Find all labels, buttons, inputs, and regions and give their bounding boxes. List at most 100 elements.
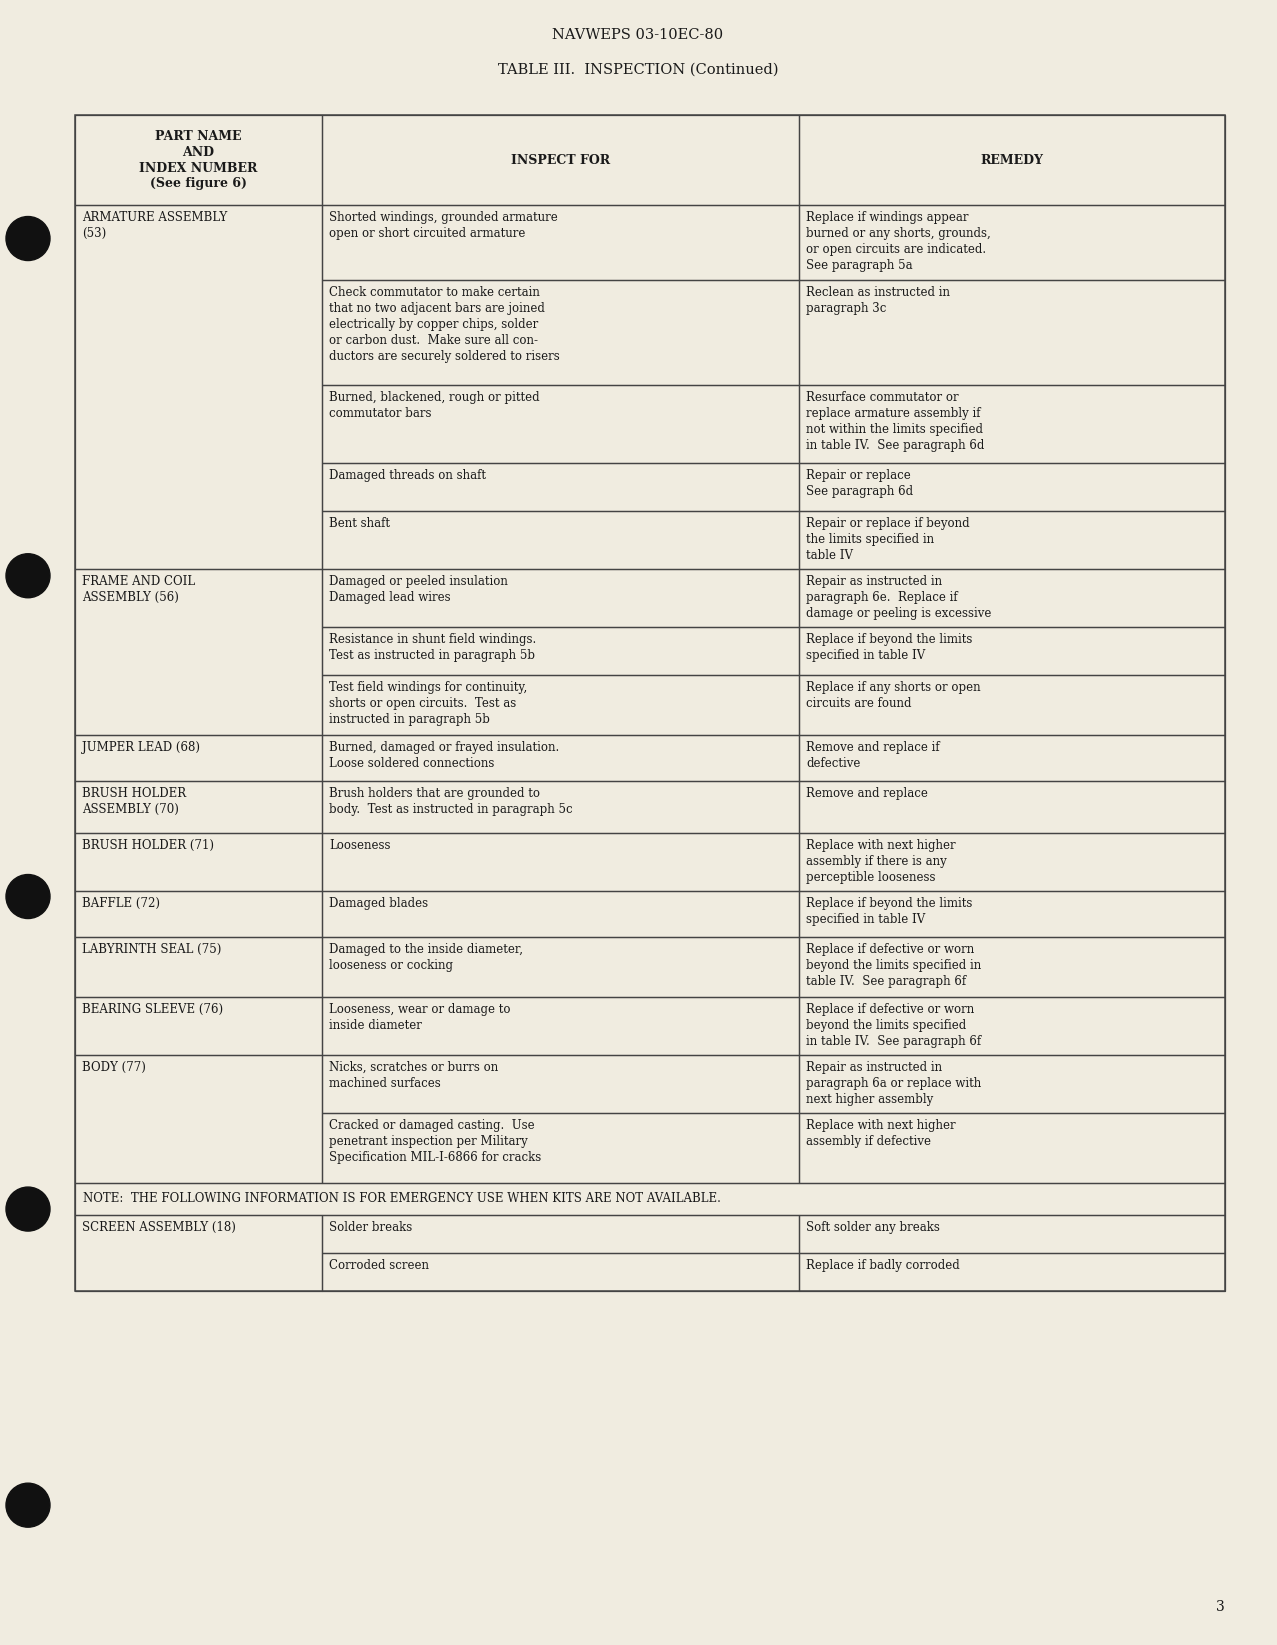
Bar	[75, 892, 322, 938]
Text: Nicks, scratches or burrs on
machined surfaces: Nicks, scratches or burrs on machined su…	[329, 1061, 498, 1091]
Bar	[799, 462, 1225, 512]
Text: BAFFLE (72): BAFFLE (72)	[82, 897, 160, 910]
Bar	[75, 997, 322, 1054]
Bar	[799, 781, 1225, 832]
Text: Damaged threads on shaft: Damaged threads on shaft	[329, 469, 487, 482]
Bar	[799, 280, 1225, 385]
Text: Repair as instructed in
paragraph 6a or replace with
next higher assembly: Repair as instructed in paragraph 6a or …	[806, 1061, 981, 1105]
Bar	[322, 997, 799, 1054]
Bar	[75, 1054, 322, 1183]
Bar	[322, 1253, 799, 1291]
Bar	[322, 462, 799, 512]
Bar	[75, 569, 322, 735]
Bar	[322, 938, 799, 997]
Bar	[75, 781, 322, 832]
Text: Replace if any shorts or open
circuits are found: Replace if any shorts or open circuits a…	[806, 681, 981, 711]
Bar	[799, 938, 1225, 997]
Text: Replace if defective or worn
beyond the limits specified
in table IV.  See parag: Replace if defective or worn beyond the …	[806, 1003, 981, 1048]
Bar	[799, 1253, 1225, 1291]
Text: Resistance in shunt field windings.
Test as instructed in paragraph 5b: Resistance in shunt field windings. Test…	[329, 633, 536, 661]
Text: INSPECT FOR: INSPECT FOR	[511, 153, 610, 166]
Text: Solder breaks: Solder breaks	[329, 1221, 412, 1234]
Bar	[75, 1216, 322, 1291]
Text: REMEDY: REMEDY	[981, 153, 1043, 166]
Text: BEARING SLEEVE (76): BEARING SLEEVE (76)	[82, 1003, 223, 1017]
Bar	[75, 1183, 1225, 1216]
Bar	[322, 832, 799, 892]
Bar	[799, 569, 1225, 627]
Text: NAVWEPS 03-10EC-80: NAVWEPS 03-10EC-80	[553, 28, 724, 43]
Text: Repair or replace if beyond
the limits specified in
table IV: Repair or replace if beyond the limits s…	[806, 517, 969, 563]
Bar	[75, 206, 322, 569]
Text: Damaged or peeled insulation
Damaged lead wires: Damaged or peeled insulation Damaged lea…	[329, 576, 508, 604]
Bar	[799, 385, 1225, 462]
Bar	[322, 569, 799, 627]
Text: Damaged blades: Damaged blades	[329, 897, 428, 910]
Text: Soft solder any breaks: Soft solder any breaks	[806, 1221, 940, 1234]
Text: Replace with next higher
assembly if defective: Replace with next higher assembly if def…	[806, 1119, 955, 1148]
Text: SCREEN ASSEMBLY (18): SCREEN ASSEMBLY (18)	[82, 1221, 236, 1234]
Bar	[322, 280, 799, 385]
Circle shape	[6, 875, 50, 918]
Circle shape	[6, 1188, 50, 1230]
Text: Corroded screen: Corroded screen	[329, 1258, 429, 1272]
Text: ARMATURE ASSEMBLY
(53): ARMATURE ASSEMBLY (53)	[82, 211, 227, 240]
Text: Damaged to the inside diameter,
looseness or cocking: Damaged to the inside diameter, loosenes…	[329, 943, 524, 972]
Text: Repair or replace
See paragraph 6d: Repair or replace See paragraph 6d	[806, 469, 913, 498]
Bar	[75, 832, 322, 892]
Bar	[799, 1054, 1225, 1114]
Text: LABYRINTH SEAL (75): LABYRINTH SEAL (75)	[82, 943, 221, 956]
Bar	[322, 206, 799, 280]
Bar	[322, 1114, 799, 1183]
Bar	[322, 512, 799, 569]
Circle shape	[6, 554, 50, 597]
Bar	[75, 938, 322, 997]
Bar	[322, 674, 799, 735]
Text: Looseness: Looseness	[329, 839, 391, 852]
Bar	[799, 1216, 1225, 1253]
Text: Burned, damaged or frayed insulation.
Loose soldered connections: Burned, damaged or frayed insulation. Lo…	[329, 740, 559, 770]
Text: Replace if beyond the limits
specified in table IV: Replace if beyond the limits specified i…	[806, 633, 972, 661]
Text: Remove and replace: Remove and replace	[806, 786, 928, 799]
Text: NOTE:  THE FOLLOWING INFORMATION IS FOR EMERGENCY USE WHEN KITS ARE NOT AVAILABL: NOTE: THE FOLLOWING INFORMATION IS FOR E…	[83, 1193, 722, 1206]
Bar	[799, 674, 1225, 735]
Bar	[322, 115, 799, 206]
Bar	[322, 735, 799, 781]
Text: Burned, blackened, rough or pitted
commutator bars: Burned, blackened, rough or pitted commu…	[329, 392, 540, 419]
Bar	[799, 627, 1225, 674]
Text: Replace with next higher
assembly if there is any
perceptible looseness: Replace with next higher assembly if the…	[806, 839, 955, 883]
Text: 3: 3	[1216, 1601, 1225, 1614]
Text: Bent shaft: Bent shaft	[329, 517, 389, 530]
Text: Reclean as instructed in
paragraph 3c: Reclean as instructed in paragraph 3c	[806, 286, 950, 314]
Text: Replace if windings appear
burned or any shorts, grounds,
or open circuits are i: Replace if windings appear burned or any…	[806, 211, 991, 271]
Bar	[75, 115, 1225, 1291]
Bar	[799, 512, 1225, 569]
Text: Cracked or damaged casting.  Use
penetrant inspection per Military
Specification: Cracked or damaged casting. Use penetran…	[329, 1119, 541, 1165]
Text: BRUSH HOLDER (71): BRUSH HOLDER (71)	[82, 839, 215, 852]
Bar	[322, 385, 799, 462]
Bar	[322, 1216, 799, 1253]
Text: Check commutator to make certain
that no two adjacent bars are joined
electrical: Check commutator to make certain that no…	[329, 286, 559, 364]
Bar	[322, 1054, 799, 1114]
Circle shape	[6, 1484, 50, 1527]
Text: Replace if badly corroded: Replace if badly corroded	[806, 1258, 960, 1272]
Text: Replace if defective or worn
beyond the limits specified in
table IV.  See parag: Replace if defective or worn beyond the …	[806, 943, 981, 989]
Text: Replace if beyond the limits
specified in table IV: Replace if beyond the limits specified i…	[806, 897, 972, 926]
Text: FRAME AND COIL
ASSEMBLY (56): FRAME AND COIL ASSEMBLY (56)	[82, 576, 195, 604]
Bar	[322, 892, 799, 938]
Text: Remove and replace if
defective: Remove and replace if defective	[806, 740, 940, 770]
Text: TABLE III.  INSPECTION (Continued): TABLE III. INSPECTION (Continued)	[498, 63, 778, 77]
Text: Test field windings for continuity,
shorts or open circuits.  Test as
instructed: Test field windings for continuity, shor…	[329, 681, 527, 725]
Text: Repair as instructed in
paragraph 6e.  Replace if
damage or peeling is excessive: Repair as instructed in paragraph 6e. Re…	[806, 576, 991, 620]
Text: Looseness, wear or damage to
inside diameter: Looseness, wear or damage to inside diam…	[329, 1003, 511, 1031]
Circle shape	[6, 217, 50, 260]
Text: PART NAME
AND
INDEX NUMBER
(See figure 6): PART NAME AND INDEX NUMBER (See figure 6…	[139, 130, 258, 191]
Bar	[799, 832, 1225, 892]
Text: JUMPER LEAD (68): JUMPER LEAD (68)	[82, 740, 200, 753]
Bar	[799, 892, 1225, 938]
Bar	[75, 115, 322, 206]
Bar	[322, 627, 799, 674]
Text: BODY (77): BODY (77)	[82, 1061, 146, 1074]
Bar	[799, 997, 1225, 1054]
Text: Brush holders that are grounded to
body.  Test as instructed in paragraph 5c: Brush holders that are grounded to body.…	[329, 786, 572, 816]
